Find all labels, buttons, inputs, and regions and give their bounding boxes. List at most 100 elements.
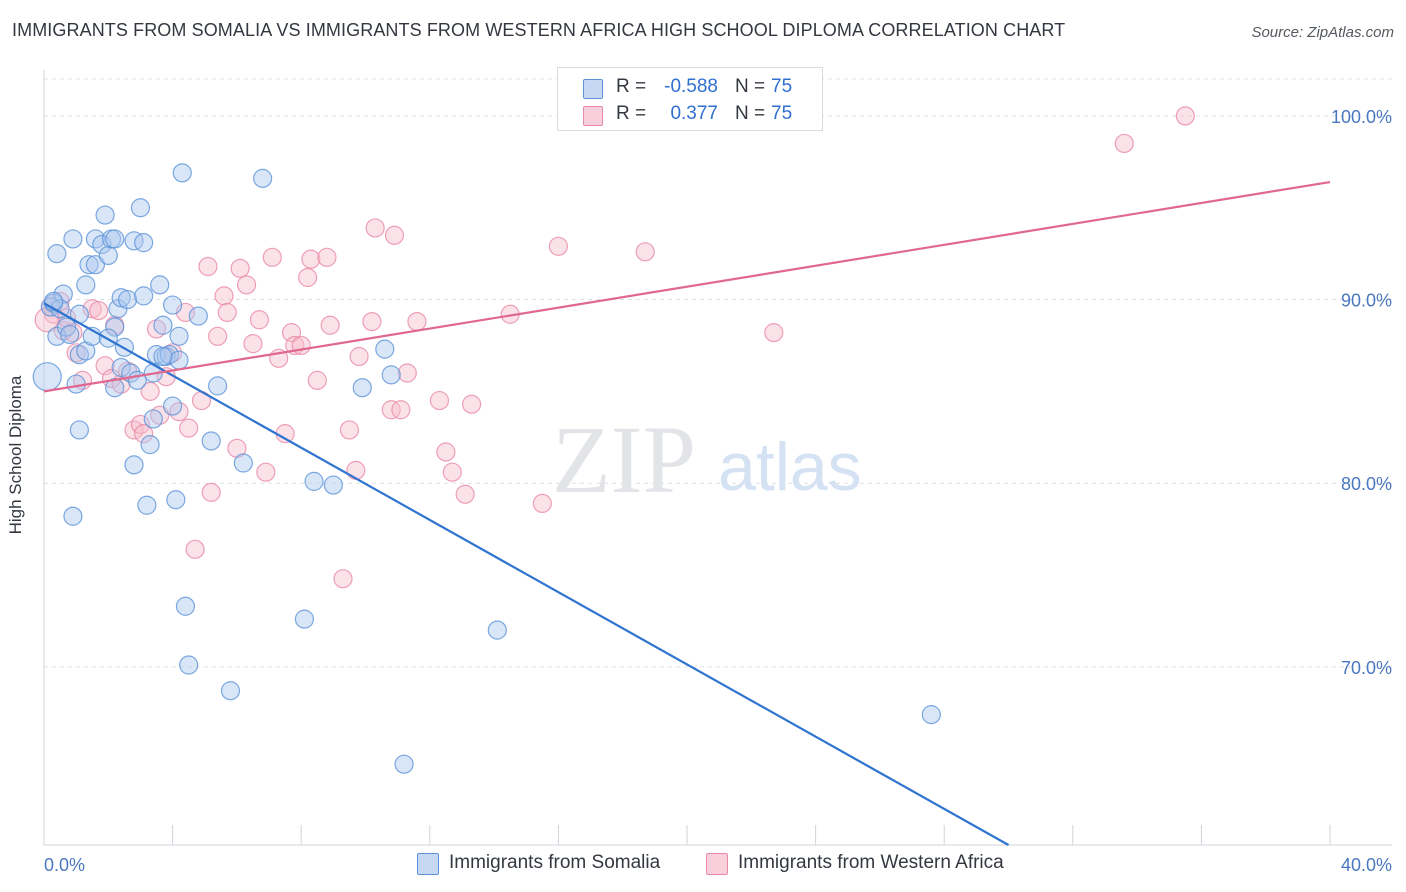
somalia-point[interactable] [53, 284, 73, 304]
wafrica-point[interactable] [291, 335, 311, 356]
somalia-point[interactable] [134, 233, 154, 253]
wafrica-point[interactable] [381, 400, 401, 420]
wafrica-point[interactable] [764, 323, 784, 343]
somalia-point[interactable] [166, 490, 186, 510]
wafrica-point[interactable] [365, 218, 385, 238]
somalia-point[interactable] [95, 205, 115, 225]
wafrica-point[interactable] [208, 326, 228, 346]
somalia-point[interactable] [69, 345, 89, 365]
wafrica-point[interactable] [407, 311, 427, 332]
somalia-point[interactable] [304, 471, 324, 491]
wafrica-point[interactable] [249, 310, 270, 330]
wafrica-point[interactable] [1114, 133, 1134, 154]
somalia-point[interactable] [124, 455, 144, 475]
somalia-point[interactable] [487, 620, 507, 640]
somalia-point[interactable] [163, 295, 183, 315]
wafrica-point[interactable] [298, 267, 318, 288]
wafrica-point[interactable] [461, 394, 482, 414]
somalia-point[interactable] [117, 289, 138, 310]
somalia-point[interactable] [140, 435, 160, 455]
somalia-point[interactable] [111, 288, 131, 308]
somalia-point[interactable] [153, 346, 173, 367]
somalia-point[interactable] [105, 378, 125, 398]
wafrica-point[interactable] [243, 334, 263, 354]
somalia-point[interactable] [98, 245, 118, 266]
wafrica-point[interactable] [256, 462, 276, 482]
wafrica-point[interactable] [262, 247, 282, 267]
somalia-point[interactable] [201, 431, 221, 451]
wafrica-point[interactable] [339, 420, 360, 440]
wafrica-point[interactable] [134, 424, 154, 444]
somalia-point[interactable] [233, 453, 253, 473]
somalia-point[interactable] [60, 324, 80, 345]
somalia-point[interactable] [253, 168, 273, 188]
wafrica-point[interactable] [548, 236, 569, 256]
somalia-point[interactable] [47, 244, 67, 264]
somalia-point[interactable] [32, 362, 62, 392]
wafrica-point[interactable] [635, 242, 655, 262]
wafrica-point[interactable] [442, 462, 462, 482]
wafrica-point[interactable] [1175, 106, 1195, 126]
somalia-point[interactable] [111, 357, 131, 378]
wafrica-point[interactable] [217, 302, 237, 323]
wafrica-point[interactable] [349, 346, 369, 367]
somalia-point[interactable] [153, 315, 173, 335]
somalia-point[interactable] [76, 275, 96, 295]
wafrica-point[interactable] [333, 569, 353, 589]
wafrica-point[interactable] [391, 400, 411, 420]
somalia-point[interactable] [172, 163, 192, 183]
wafrica-point[interactable] [198, 256, 218, 277]
somalia-point[interactable] [127, 370, 147, 390]
wafrica-point[interactable] [301, 249, 321, 269]
somalia-point[interactable] [63, 506, 83, 526]
somalia-point[interactable] [394, 754, 414, 774]
somalia-point[interactable] [50, 299, 70, 319]
wafrica-point[interactable] [214, 286, 234, 306]
wafrica-point[interactable] [307, 370, 327, 390]
somalia-point[interactable] [352, 378, 372, 398]
somalia-point[interactable] [208, 376, 228, 396]
wafrica-point[interactable] [140, 381, 160, 401]
wafrica-point[interactable] [397, 363, 417, 383]
somalia-point[interactable] [130, 198, 151, 218]
wafrica-point[interactable] [384, 225, 405, 245]
somalia-point[interactable] [323, 475, 343, 495]
somalia-point[interactable] [150, 275, 170, 295]
wafrica-point[interactable] [89, 300, 109, 321]
somalia-point[interactable] [69, 420, 89, 440]
somalia-point[interactable] [188, 306, 208, 326]
wafrica-point[interactable] [455, 484, 475, 504]
somalia-point[interactable] [63, 229, 83, 249]
somalia-point[interactable] [179, 655, 199, 675]
somalia-point[interactable] [375, 339, 395, 359]
somalia-point[interactable] [134, 286, 154, 306]
somalia-point[interactable] [169, 326, 189, 346]
somalia-point[interactable] [175, 596, 196, 616]
wafrica-point[interactable] [179, 418, 199, 438]
wafrica-point[interactable] [317, 247, 337, 267]
somalia-point[interactable] [79, 255, 99, 275]
somalia-point[interactable] [124, 231, 144, 251]
wafrica-point[interactable] [66, 343, 86, 363]
wafrica-point[interactable] [362, 311, 382, 332]
somalia-point[interactable] [220, 681, 241, 701]
wafrica-point[interactable] [532, 493, 552, 514]
wafrica-point[interactable] [436, 442, 456, 462]
somalia-point[interactable] [294, 609, 315, 629]
wafrica-point[interactable] [201, 482, 221, 502]
somalia-point[interactable] [921, 705, 941, 725]
somalia-point[interactable] [143, 409, 163, 429]
somalia-point[interactable] [105, 229, 125, 249]
wafrica-point[interactable] [346, 460, 366, 480]
somalia-point[interactable] [169, 350, 189, 370]
somalia-point[interactable] [105, 317, 125, 337]
somalia-point[interactable] [137, 495, 157, 515]
wafrica-point[interactable] [230, 258, 250, 278]
wafrica-point[interactable] [163, 343, 183, 363]
somalia-point[interactable] [381, 365, 401, 385]
wafrica-point[interactable] [429, 390, 450, 411]
wafrica-point[interactable] [320, 315, 340, 335]
wafrica-point[interactable] [236, 275, 257, 295]
somalia-point[interactable] [159, 345, 179, 365]
wafrica-point[interactable] [185, 539, 205, 559]
